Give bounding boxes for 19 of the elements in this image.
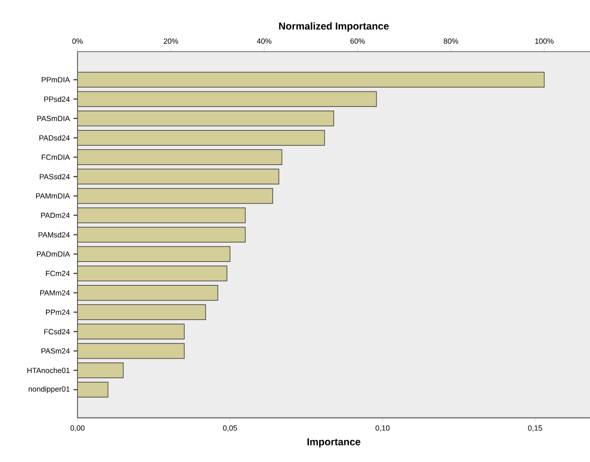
bar [78, 343, 185, 359]
bar [78, 226, 246, 242]
bar [78, 246, 230, 262]
bar [78, 382, 108, 398]
bar [78, 266, 228, 282]
bar [78, 168, 280, 184]
bar [78, 324, 185, 340]
bar [78, 304, 206, 320]
bar [78, 188, 274, 204]
bar [78, 362, 124, 378]
bar [78, 110, 334, 126]
bar [78, 285, 218, 301]
x2-axis-title: Normalized Importance [279, 22, 389, 32]
bar [78, 149, 282, 165]
x-axis-title: Importance [307, 438, 360, 448]
bar [78, 91, 377, 107]
bar [78, 130, 325, 146]
bar [78, 72, 545, 88]
bar [78, 208, 246, 224]
